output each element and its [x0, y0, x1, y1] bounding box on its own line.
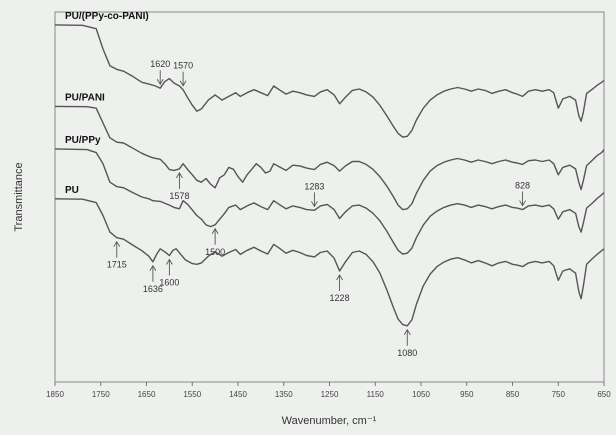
annotation-arrowhead [311, 201, 318, 208]
annotation-arrowhead [179, 80, 187, 87]
annotation-label: 1500 [205, 247, 225, 257]
annotation-label: 1715 [107, 260, 127, 270]
x-tick-label: 1150 [367, 390, 385, 399]
annotation-label: 828 [515, 181, 530, 191]
peak-annotation: 1600 [159, 258, 179, 287]
x-tick-label: 850 [506, 390, 520, 399]
annotation-arrowhead [156, 78, 164, 86]
annotation-arrowhead [113, 240, 121, 247]
peak-annotation: 1283 [304, 181, 324, 208]
x-ticks: 1850 1750 1650 1550 1450 1350 1250 1150 1050 950 8… [46, 382, 611, 399]
annotation-label: 1620 [150, 59, 170, 69]
annotation-arrowhead [165, 258, 173, 265]
annotation-arrowhead [149, 264, 157, 271]
x-tick-label: 1650 [138, 390, 156, 399]
annotation-label: 1636 [143, 284, 163, 294]
peak-annotation: 1080 [397, 328, 417, 358]
series-labels: PU/(PPy-co-PANI) PU/PANI PU/PPy PU [65, 11, 149, 196]
x-tick-label: 1050 [412, 390, 430, 399]
series-lines [54, 24, 605, 327]
annotation-arrowhead [336, 274, 343, 281]
x-tick-label: 1450 [229, 390, 247, 399]
series-line [54, 198, 605, 327]
series-line [54, 105, 605, 211]
series-label: PU/PPy [65, 135, 101, 146]
annotation-label: 1283 [304, 181, 324, 191]
series-label: PU/(PPy-co-PANI) [65, 11, 149, 22]
x-tick-label: 1550 [183, 390, 201, 399]
annotation-label: 1600 [159, 277, 179, 287]
annotation-arrowhead [519, 200, 526, 207]
series-line [54, 24, 605, 138]
annotation-arrowhead [176, 172, 183, 179]
annotation-arrowhead [211, 227, 219, 234]
x-tick-label: 650 [597, 390, 611, 399]
x-tick-label: 1850 [46, 390, 64, 399]
series-label: PU/PANI [65, 92, 105, 103]
x-tick-label: 950 [460, 390, 474, 399]
peak-annotation: 1715 [107, 240, 127, 270]
peak-annotation: 1578 [169, 172, 189, 201]
peak-annotation: 1636 [143, 264, 163, 294]
peak-annotation: 1228 [330, 274, 350, 303]
peak-annotation: 1570 [173, 61, 193, 87]
annotation-label: 1578 [169, 191, 189, 201]
x-tick-label: 1250 [321, 390, 339, 399]
peak-annotation: 1620 [150, 59, 170, 86]
peak-annotation: 828 [515, 181, 530, 207]
annotation-arrowhead [403, 328, 411, 335]
annotation-label: 1228 [330, 293, 350, 303]
peak-annotation: 1500 [205, 227, 225, 257]
series-line [54, 148, 605, 255]
x-tick-label: 1350 [275, 390, 293, 399]
series-label: PU [65, 185, 79, 196]
y-axis-title: Transmittance [13, 162, 25, 231]
x-axis-title: Wavenumber, cm⁻¹ [282, 415, 377, 427]
annotation-label: 1570 [173, 61, 193, 71]
annotation-label: 1080 [397, 348, 417, 358]
x-tick-label: 750 [552, 390, 566, 399]
x-tick-label: 1750 [92, 390, 110, 399]
